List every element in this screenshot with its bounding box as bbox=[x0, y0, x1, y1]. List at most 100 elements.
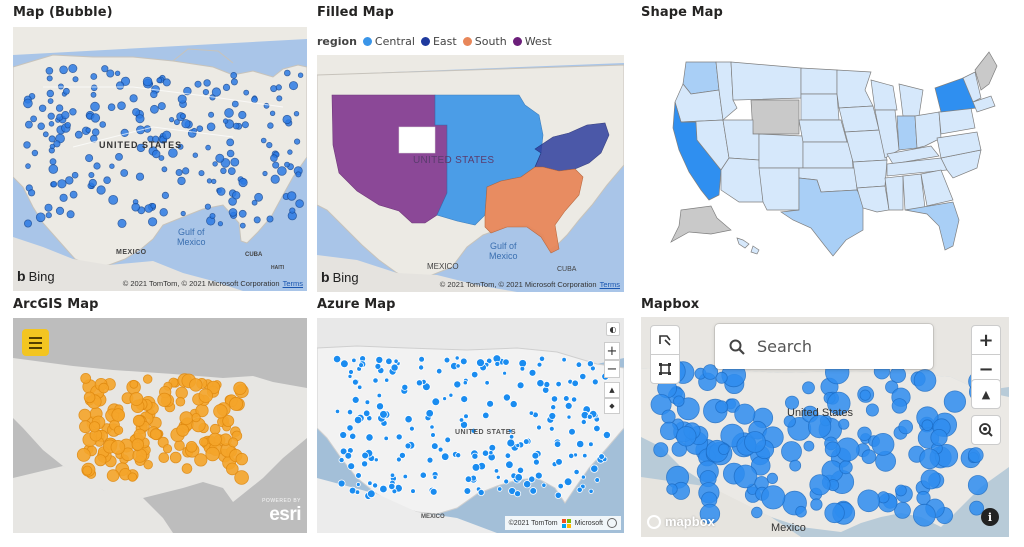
search-input[interactable] bbox=[755, 336, 919, 357]
filled-map[interactable]: UNITED STATES Gulf of Mexico MEXICO CUBA… bbox=[317, 55, 624, 292]
map-marker bbox=[44, 203, 53, 212]
geolocate-button[interactable] bbox=[971, 415, 1001, 445]
legend-item-central[interactable]: Central bbox=[362, 35, 415, 48]
legend-item-south[interactable]: South bbox=[462, 35, 507, 48]
map-marker bbox=[209, 212, 216, 219]
zoom-in-button[interactable]: + bbox=[971, 325, 1001, 355]
map-marker bbox=[53, 140, 61, 148]
arcgis-map[interactable]: POWERED BY esri bbox=[13, 318, 307, 533]
map-marker bbox=[90, 91, 97, 98]
map-marker bbox=[353, 415, 363, 425]
map-marker bbox=[57, 179, 67, 189]
map-marker bbox=[231, 191, 241, 200]
map-marker bbox=[861, 449, 877, 465]
map-marker bbox=[388, 482, 396, 490]
map-marker bbox=[106, 469, 120, 482]
zoom-in-button[interactable]: + bbox=[604, 342, 620, 360]
map-marker bbox=[23, 141, 31, 149]
map-marker bbox=[871, 433, 895, 456]
map-marker bbox=[169, 451, 182, 464]
draw-polygon-button[interactable] bbox=[650, 325, 680, 355]
map-marker bbox=[152, 135, 160, 143]
map-marker bbox=[354, 489, 361, 495]
terms-link[interactable]: Terms bbox=[282, 279, 303, 288]
legend-item-east[interactable]: East bbox=[420, 35, 457, 48]
map-marker bbox=[802, 381, 815, 395]
map-marker bbox=[132, 414, 145, 427]
map-marker bbox=[174, 440, 185, 451]
map-marker bbox=[838, 418, 850, 430]
map-marker bbox=[177, 143, 184, 150]
map-marker bbox=[673, 395, 685, 407]
map-marker bbox=[338, 457, 345, 464]
map-marker bbox=[288, 81, 298, 91]
mapbox-map[interactable]: + − ▲ United States Mexico mapbox i bbox=[641, 317, 1009, 537]
map-marker bbox=[676, 426, 697, 447]
feedback-icon[interactable] bbox=[607, 518, 617, 528]
map-marker bbox=[913, 369, 937, 392]
map-marker bbox=[477, 488, 485, 496]
map-marker bbox=[803, 440, 815, 452]
map-marker bbox=[239, 222, 246, 229]
map-marker bbox=[432, 474, 438, 480]
map-marker bbox=[230, 72, 238, 79]
map-marker bbox=[361, 451, 369, 460]
map-marker bbox=[789, 459, 802, 472]
map-marker bbox=[132, 108, 141, 117]
map-marker bbox=[838, 460, 853, 475]
map-marker bbox=[576, 439, 585, 449]
azure-map[interactable]: ◐ + − ▲ ◆ UNITED STATES MEXICO ©2021 Tom… bbox=[317, 318, 624, 533]
draw-rectangle-button[interactable] bbox=[650, 354, 680, 384]
compass-button[interactable]: ◐ bbox=[606, 322, 620, 336]
compass-button[interactable]: ▲ bbox=[971, 379, 1001, 409]
map-marker bbox=[502, 358, 510, 366]
menu-button[interactable] bbox=[22, 329, 49, 356]
map-marker bbox=[241, 121, 249, 129]
label-gulf: Gulf of Mexico bbox=[489, 241, 518, 261]
map-marker bbox=[88, 178, 97, 188]
map-marker bbox=[346, 424, 354, 432]
rotate-button[interactable]: ◆ bbox=[604, 398, 620, 414]
map-marker bbox=[234, 470, 249, 485]
map-marker bbox=[528, 368, 537, 377]
map-marker bbox=[179, 113, 186, 120]
map-marker bbox=[192, 152, 198, 158]
map-marker bbox=[76, 447, 91, 462]
info-button[interactable]: i bbox=[981, 508, 999, 526]
map-marker bbox=[393, 358, 399, 364]
zoom-out-button[interactable]: − bbox=[604, 360, 620, 378]
terms-link[interactable]: Terms bbox=[599, 280, 620, 289]
map-marker bbox=[198, 170, 205, 177]
map-marker bbox=[224, 108, 234, 118]
map-marker bbox=[594, 477, 601, 483]
map-marker bbox=[47, 98, 54, 104]
map-marker bbox=[548, 425, 555, 432]
pitch-button[interactable]: ▲ bbox=[604, 382, 620, 398]
legend-item-west[interactable]: West bbox=[512, 35, 552, 48]
map-marker bbox=[24, 120, 33, 129]
map-marker bbox=[158, 155, 165, 161]
map-marker bbox=[448, 392, 454, 398]
map-marker bbox=[143, 459, 153, 470]
map-marker bbox=[534, 471, 543, 480]
map-marker bbox=[374, 363, 382, 370]
map-marker bbox=[550, 404, 557, 411]
map-marker bbox=[488, 450, 494, 456]
bing-logo: b Bing bbox=[17, 268, 55, 284]
map-marker bbox=[31, 149, 39, 157]
map-marker bbox=[175, 168, 183, 176]
shape-map[interactable] bbox=[641, 50, 1016, 270]
map-marker bbox=[528, 410, 535, 416]
map-marker bbox=[458, 417, 465, 423]
map-marker bbox=[653, 442, 669, 458]
map-marker bbox=[72, 76, 79, 83]
search-box[interactable] bbox=[715, 324, 933, 369]
map-marker bbox=[502, 393, 511, 402]
bubble-map[interactable]: UNITED STATES Gulf of Mexico MEXICO CUBA… bbox=[13, 27, 307, 291]
map-marker bbox=[347, 462, 356, 471]
map-marker bbox=[650, 394, 672, 416]
map-marker bbox=[516, 381, 525, 390]
map-marker bbox=[557, 482, 564, 490]
map-marker bbox=[91, 128, 100, 136]
tile-title: ArcGIS Map bbox=[13, 297, 99, 312]
